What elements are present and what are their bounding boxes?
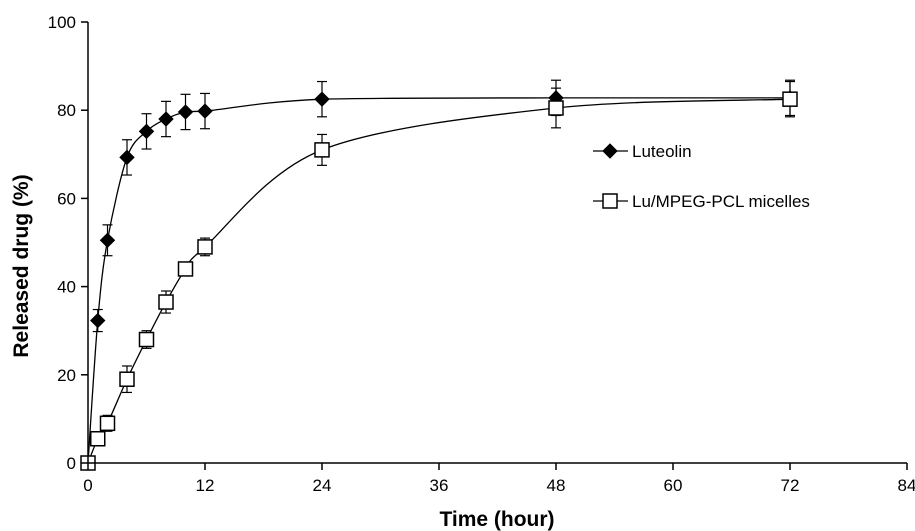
x-tick-label: 72: [781, 476, 800, 495]
data-point-micelles: [119, 371, 135, 387]
data-point-micelles: [90, 430, 106, 447]
y-tick-label: 80: [57, 101, 76, 120]
data-point-luteolin: [99, 232, 116, 249]
legend-marker-micelles: [602, 193, 618, 209]
y-tick-label: 40: [57, 278, 76, 297]
data-point-luteolin: [119, 149, 135, 166]
series-micelles: [80, 80, 798, 471]
legend: Luteolin Lu/MPEG-PCL micelles: [593, 142, 810, 211]
data-point-micelles: [99, 415, 116, 432]
x-tick-label: 36: [430, 476, 449, 495]
data-point-luteolin: [138, 123, 155, 140]
x-tick-label: 60: [664, 476, 683, 495]
y-tick-label: 0: [67, 454, 76, 473]
series-line-luteolin: [87, 97, 790, 464]
data-point-micelles: [197, 239, 213, 255]
y-tick-label: 100: [48, 13, 76, 32]
legend-label-micelles: Lu/MPEG-PCL micelles: [632, 192, 810, 211]
data-point-luteolin: [197, 103, 213, 119]
y-axis-title: Released drug (%): [10, 174, 33, 357]
x-tick-label: 84: [898, 476, 915, 495]
data-point-micelles: [548, 100, 564, 116]
legend-marker-luteolin: [602, 143, 618, 159]
x-tick-label: 24: [313, 476, 332, 495]
data-point-luteolin: [177, 104, 194, 120]
data-point-micelles: [138, 331, 155, 348]
data-point-luteolin: [314, 91, 330, 107]
data-point-micelles: [782, 91, 798, 107]
y-tick-label: 60: [57, 189, 76, 208]
x-axis-title: Time (hour): [439, 508, 554, 531]
legend-label-luteolin: Luteolin: [632, 142, 692, 161]
plot-area: [80, 79, 798, 471]
data-point-luteolin: [90, 312, 106, 329]
x-tick-label: 0: [83, 476, 92, 495]
y-tick-label: 20: [57, 366, 76, 385]
x-tick-label: 12: [196, 476, 215, 495]
data-point-micelles: [177, 261, 194, 277]
axes: 0 20 40 60 80 100 0 12 24 36 48 60 72 84: [48, 13, 915, 495]
data-point-micelles: [158, 294, 174, 310]
data-point-luteolin: [158, 111, 174, 127]
data-point-micelles: [314, 142, 330, 158]
x-tick-label: 48: [547, 476, 566, 495]
